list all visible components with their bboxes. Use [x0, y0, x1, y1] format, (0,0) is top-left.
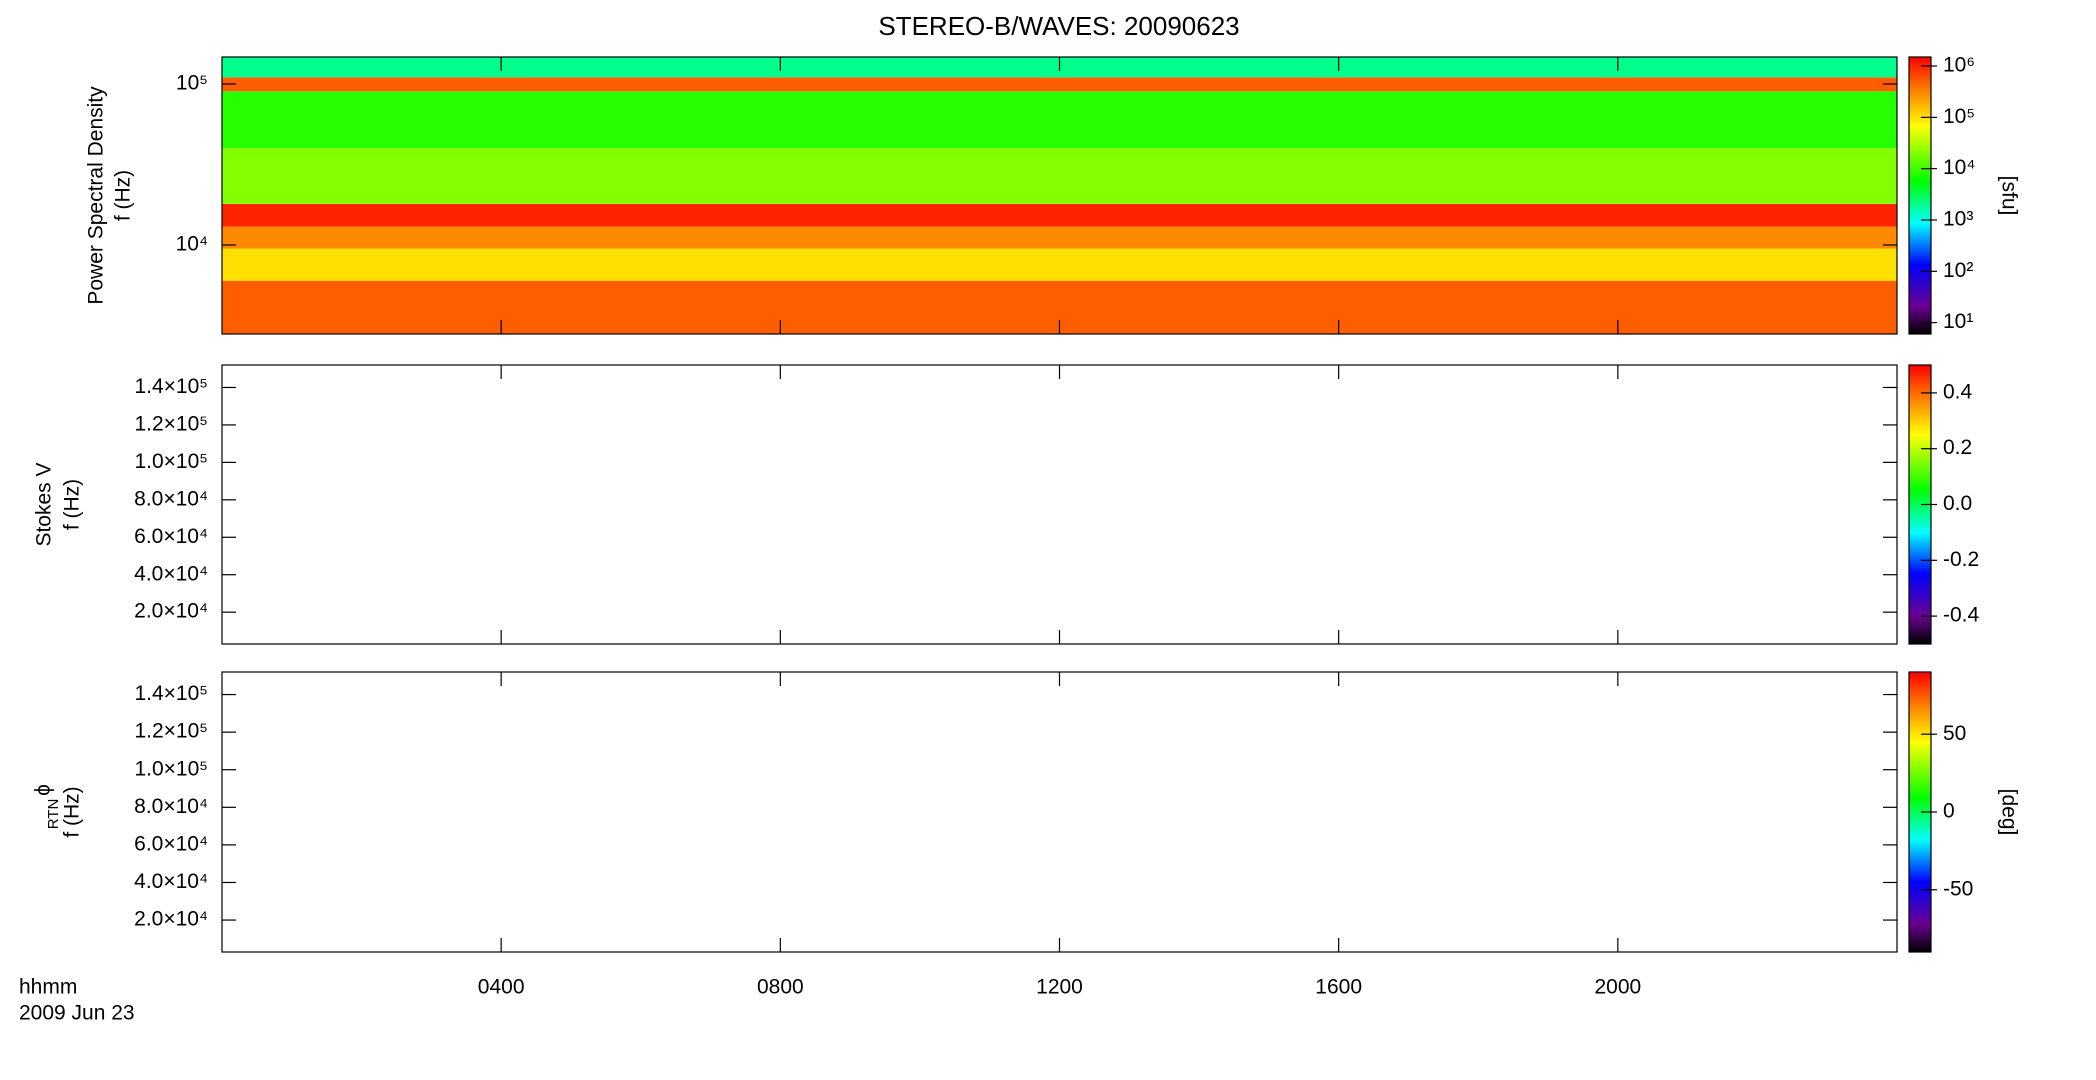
x-tick-label: 1600 [1315, 976, 1362, 999]
colorbar-tick-label: 10² [1943, 259, 1973, 282]
x-tick-label: 0800 [757, 976, 804, 999]
y-tick-label: 6.0×10⁴ [134, 525, 208, 548]
y-axis-label: Stokes V [33, 462, 56, 546]
y-tick-label: 4.0×10⁴ [134, 562, 208, 585]
heatmap-band [222, 248, 1897, 281]
colorbar-label: [deg] [1997, 789, 2020, 836]
heatmap-band [222, 77, 1897, 92]
colorbar-tick-label: -50 [1943, 877, 1973, 900]
heatmap-band [222, 203, 1897, 227]
colorbar-tick-label: 10⁴ [1943, 156, 1975, 179]
x-tick-label: 1200 [1036, 976, 1083, 999]
colorbar-tick-label: 10⁵ [1943, 105, 1975, 128]
y-tick-label: 10⁴ [176, 233, 208, 256]
y-tick-label: 1.2×10⁵ [134, 412, 208, 435]
colorbar-tick-label: 10⁶ [1943, 54, 1975, 77]
y-tick-label: 1.4×10⁵ [134, 682, 208, 705]
y-tick-label: 1.0×10⁵ [134, 450, 208, 473]
colorbar-tick-label: 10³ [1943, 208, 1973, 231]
y-axis-label: f (Hz) [112, 170, 135, 221]
y-axis-subscript: RTN [45, 799, 62, 830]
colorbar-tick-label: 0 [1943, 800, 1955, 823]
heatmap-band [222, 91, 1897, 149]
y-tick-label: 2.0×10⁴ [134, 600, 208, 623]
y-tick-label: 8.0×10⁴ [134, 487, 208, 510]
heatmap-band [222, 226, 1897, 249]
y-axis-label: f (Hz) [61, 786, 84, 837]
y-tick-label: 6.0×10⁴ [134, 832, 208, 855]
y-tick-label: 10⁵ [176, 71, 208, 94]
y-tick-label: 8.0×10⁴ [134, 795, 208, 818]
colorbar-tick-label: -0.4 [1943, 604, 1980, 627]
colorbar-tick-label: 0.2 [1943, 436, 1972, 459]
colorbar-tick-label: 50 [1943, 722, 1966, 745]
x-axis-label: hhmm [19, 976, 77, 999]
y-axis-label: f (Hz) [61, 479, 84, 530]
colorbar-tick-label: 10¹ [1943, 310, 1973, 333]
y-tick-label: 1.4×10⁵ [134, 375, 208, 398]
y-tick-label: 1.0×10⁵ [134, 757, 208, 780]
heatmap-band [222, 148, 1897, 204]
colorbar-tick-label: 0.4 [1943, 380, 1973, 403]
chart-title: STEREO-B/WAVES: 20090623 [878, 11, 1239, 41]
y-tick-label: 2.0×10⁴ [134, 908, 208, 931]
y-tick-label: 4.0×10⁴ [134, 870, 208, 893]
x-tick-label: 0400 [478, 976, 525, 999]
x-tick-label: 2000 [1594, 976, 1641, 999]
x-axis-label: 2009 Jun 23 [19, 1002, 135, 1025]
y-axis-label: Power Spectral Density [85, 86, 108, 305]
y-tick-label: 1.2×10⁵ [134, 720, 208, 743]
colorbar-tick-label: -0.2 [1943, 548, 1979, 571]
colorbar-tick-label: 0.0 [1943, 492, 1972, 515]
y-axis-symbol: ϕ [32, 784, 55, 796]
colorbar-label: [sfu] [1997, 176, 2020, 216]
colorbar [1908, 56, 1932, 335]
